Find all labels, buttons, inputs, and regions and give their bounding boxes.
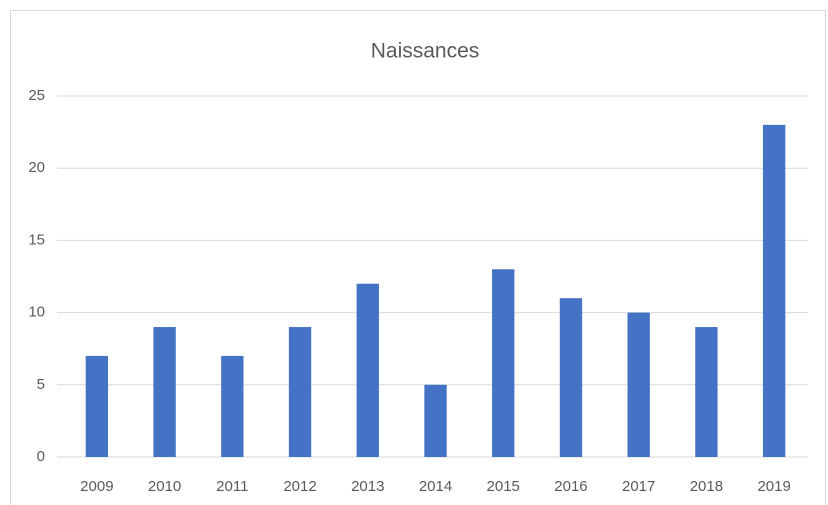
bar (85, 355, 109, 457)
chart-title: Naissances (371, 40, 480, 63)
bar (559, 298, 583, 457)
x-tick-label: 2012 (283, 478, 316, 495)
bar (762, 124, 786, 457)
x-tick-label: 2014 (419, 478, 452, 495)
bar (695, 327, 718, 457)
x-tick-label: 2017 (622, 478, 655, 495)
chart-frame (10, 10, 826, 505)
x-tick-label: 2015 (487, 478, 520, 495)
y-tick-label: 0 (37, 448, 45, 465)
x-tick-label: 2013 (351, 478, 384, 495)
x-tick-label: 2011 (216, 478, 248, 495)
bar (288, 327, 312, 457)
x-tick-label: 2016 (554, 478, 587, 495)
x-tick-label: 2010 (148, 478, 181, 495)
y-tick-label: 10 (28, 304, 45, 321)
x-tick-label: 2009 (80, 478, 113, 495)
y-tick-label: 25 (28, 87, 45, 104)
bar (627, 312, 650, 457)
bar (153, 327, 176, 457)
bar (424, 384, 447, 457)
x-tick-label: 2019 (757, 478, 790, 495)
y-tick-label: 5 (37, 376, 45, 393)
x-tick-label: 2018 (690, 478, 723, 495)
bar (221, 355, 244, 457)
y-tick-label: 20 (28, 159, 45, 176)
bar (492, 269, 515, 457)
bar (356, 283, 379, 457)
y-tick-label: 15 (28, 231, 45, 248)
